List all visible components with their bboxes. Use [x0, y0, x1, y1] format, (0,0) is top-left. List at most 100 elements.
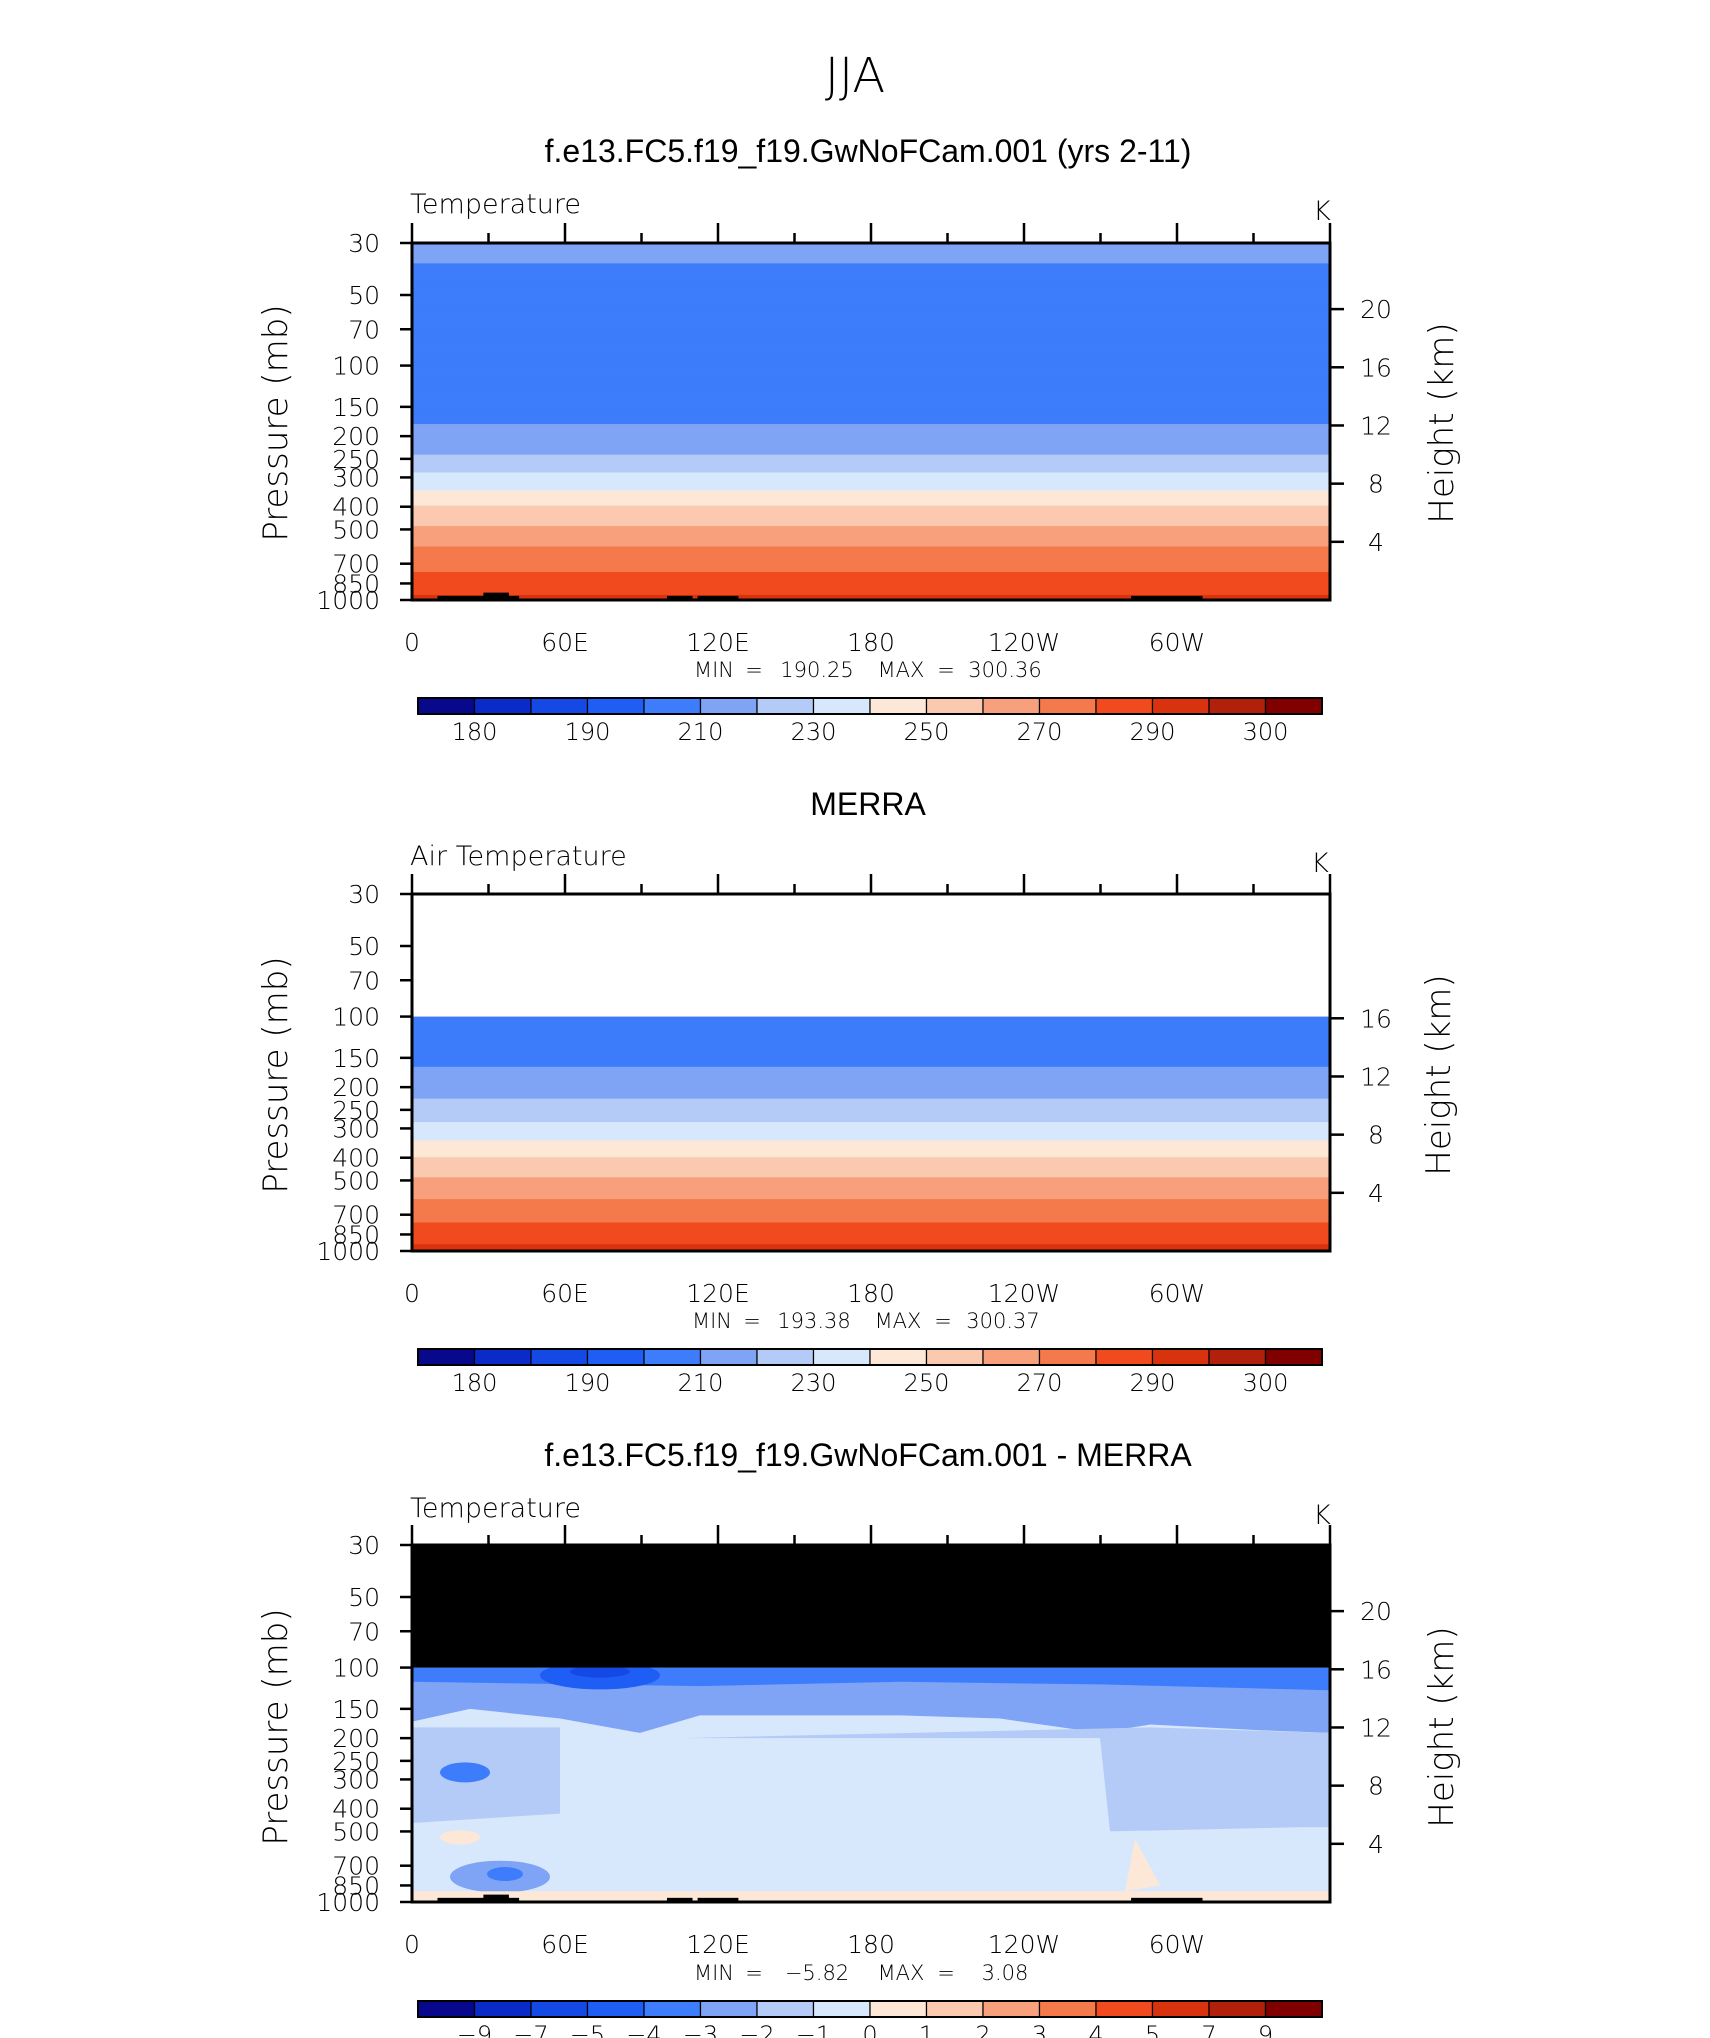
contour-band [412, 1055, 1330, 1058]
contour-band [412, 436, 1330, 440]
colorbar-swatch [1038, 697, 1097, 715]
panel-title: MERRA [810, 786, 926, 822]
contour-band [412, 1053, 1330, 1056]
contour-band [412, 1098, 1330, 1101]
colorbar-swatch [699, 2000, 758, 2018]
contour-band [412, 304, 1330, 308]
contour-band [412, 367, 1330, 372]
colorbar-swatch [643, 2000, 702, 2018]
contour-band [412, 316, 1330, 321]
contour-band [412, 271, 1330, 275]
contour-band [412, 1112, 1330, 1115]
contour-band [412, 447, 1330, 451]
contour-band [412, 413, 1330, 417]
contour-band [412, 564, 1330, 568]
contour-band [412, 1036, 1330, 1039]
units-label: K [1313, 1500, 1331, 1531]
contour-band [412, 416, 1330, 420]
max-label: MAX [875, 1309, 922, 1333]
y-tick-label: 300 [332, 1765, 380, 1794]
y-tick-label: 70 [348, 966, 380, 995]
y-tick-label-right: 12 [1360, 411, 1392, 440]
contour-band [412, 260, 1330, 264]
contour-band [412, 314, 1330, 318]
contour-band [412, 1173, 1330, 1177]
contour-band [412, 518, 1330, 522]
y-tick-label: 700 [332, 550, 380, 579]
contour-band [412, 342, 1330, 346]
min-label: MIN [694, 1961, 734, 1985]
contour-band [412, 1215, 1330, 1219]
plot-area: 3050701001502002503004005007008501000481… [316, 1525, 1392, 1959]
min-value: −5.82 [785, 1961, 849, 1985]
contour-band [412, 480, 1330, 484]
colorbar-swatch [756, 697, 815, 715]
contour-band [412, 1180, 1330, 1183]
colorbar-label: 190 [565, 1369, 611, 1397]
y-tick-label: 30 [348, 229, 380, 258]
contour-band [412, 1152, 1330, 1155]
contour-band [412, 370, 1330, 374]
contour-band [412, 301, 1330, 305]
contour-band [412, 1242, 1330, 1245]
max-value: 3.08 [982, 1961, 1029, 1985]
contour-band [412, 1122, 1330, 1125]
contour-band [412, 454, 1330, 458]
contour-band [412, 1071, 1330, 1075]
contour-band [412, 245, 1330, 249]
contour-band [412, 513, 1330, 517]
y-tick-label: 30 [348, 880, 380, 909]
contour-band [412, 243, 1330, 247]
contour-band [412, 1185, 1330, 1188]
contour-band [412, 541, 1330, 545]
contour-band [412, 554, 1330, 558]
y-tick-label: 400 [332, 493, 380, 522]
contour-band [412, 1023, 1330, 1026]
contour-band [412, 1245, 1330, 1249]
contour-band [412, 1142, 1330, 1145]
contour-band [412, 485, 1330, 489]
variable-label: Temperature [410, 1493, 581, 1524]
colorbar-swatch [1264, 697, 1323, 715]
y-tick-label: 150 [332, 1695, 380, 1724]
contour-band [412, 273, 1330, 277]
contour-band [412, 1199, 1330, 1202]
topography-block [498, 1897, 520, 1902]
contour-band [412, 388, 1330, 392]
contour-band [412, 1175, 1330, 1178]
contour-band [412, 1222, 1330, 1225]
colorbar-label: −9 [457, 2021, 492, 2038]
contour-band [412, 1083, 1330, 1086]
contour-band [412, 1170, 1330, 1173]
max-value: 300.37 [966, 1309, 1039, 1333]
contour-band [412, 520, 1330, 525]
contour-band [412, 1150, 1330, 1153]
y-tick-label-right: 20 [1360, 295, 1392, 324]
contour-band [412, 281, 1330, 285]
contour-band [412, 469, 1330, 474]
x-tick-label: 120W [988, 628, 1060, 657]
contour-band [412, 1210, 1330, 1214]
contour-band [412, 1101, 1330, 1105]
colorbar-label: 3 [1032, 2021, 1047, 2038]
contour-band [412, 475, 1330, 479]
colorbar-swatch [925, 2000, 984, 2018]
contour-band [412, 1031, 1330, 1034]
colorbar-swatch [812, 2000, 871, 2018]
colorbar-swatch [1095, 697, 1154, 715]
x-tick-label: 60E [541, 1279, 589, 1308]
colorbar-label: 270 [1017, 718, 1063, 746]
contour-band [412, 1190, 1330, 1193]
contour-band [412, 291, 1330, 295]
colorbar-swatch [586, 1348, 645, 1366]
contour-band [412, 1125, 1330, 1128]
contour-band [412, 1240, 1330, 1244]
contour-band [412, 556, 1330, 560]
colorbar: 180 190 210 230 250 270 290 300 [417, 697, 1323, 746]
plot-area: 3050701001502002503004005007008501000481… [316, 223, 1392, 657]
contour-band [412, 1043, 1330, 1046]
colorbar-swatch [925, 1348, 984, 1366]
colorbar-swatch [699, 1348, 758, 1366]
topography-block [1131, 1897, 1203, 1902]
